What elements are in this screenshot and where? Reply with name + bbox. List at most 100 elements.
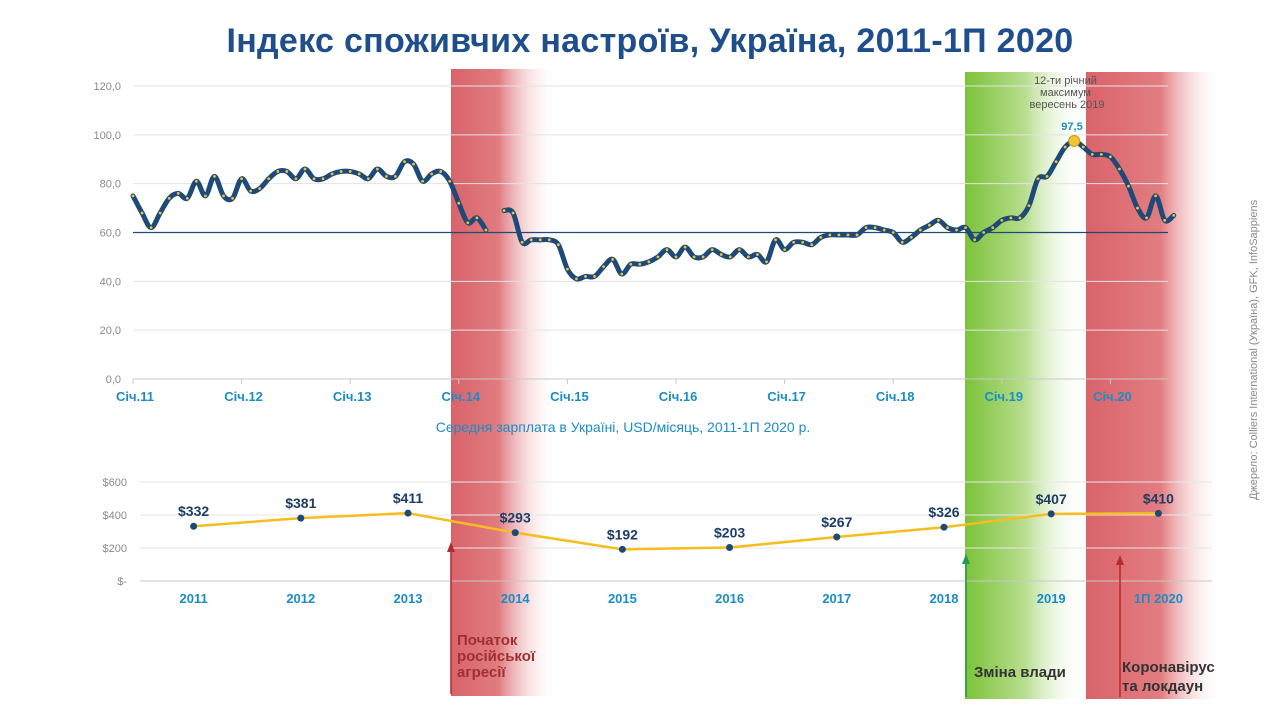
- salary-point: [511, 529, 519, 537]
- salary-point: [833, 533, 841, 541]
- salary-x-tick-label: 2015: [608, 591, 637, 606]
- index-point: [955, 228, 958, 232]
- index-point: [1063, 145, 1067, 149]
- index-point: [1118, 167, 1121, 171]
- index-point: [683, 245, 687, 249]
- aggression-band: [451, 69, 557, 696]
- covid-band: [1086, 72, 1222, 699]
- index-point: [321, 177, 325, 181]
- index-point: [294, 177, 298, 181]
- index-point: [276, 170, 280, 173]
- index-point: [946, 226, 949, 230]
- index-x-tick-label: Січ.20: [1093, 389, 1132, 404]
- index-point: [1045, 174, 1049, 178]
- index-x-tick-label: Січ.14: [441, 389, 480, 404]
- index-point: [185, 196, 189, 200]
- index-point: [231, 196, 234, 200]
- salary-data-label: $410: [1143, 490, 1174, 506]
- index-point: [158, 211, 162, 215]
- index-x-tick-label: Січ.13: [333, 389, 372, 404]
- index-point: [747, 255, 750, 259]
- salary-point: [297, 514, 305, 522]
- salary-points: [190, 509, 1162, 553]
- index-point: [674, 255, 678, 259]
- power-change-band: [965, 72, 1085, 699]
- salary-point: [940, 523, 948, 531]
- index-point: [783, 248, 786, 251]
- index-point: [194, 179, 198, 183]
- index-point: [665, 248, 669, 251]
- salary-data-label: $192: [607, 526, 638, 542]
- index-point: [303, 167, 307, 171]
- index-point: [891, 231, 895, 234]
- index-point: [385, 174, 388, 178]
- salary-chart-title: Середня зарплата в Україні, USD/місяць, …: [436, 419, 811, 435]
- index-point: [403, 160, 406, 164]
- index-point: [520, 240, 524, 244]
- salary-data-label: $407: [1036, 491, 1067, 507]
- index-point: [439, 170, 443, 173]
- peak-note: 12-ти річний максимум вересень 2019: [1029, 75, 1104, 111]
- aggression-arrow: [447, 542, 455, 694]
- index-point: [819, 235, 823, 239]
- salary-point: [618, 545, 626, 553]
- index-point: [629, 262, 633, 266]
- index-point: [774, 238, 777, 242]
- index-point: [1154, 194, 1158, 198]
- index-point: [430, 172, 434, 176]
- salary-x-tick-label: 2019: [1037, 591, 1066, 606]
- index-point: [1090, 152, 1094, 156]
- peak-marker: [1068, 134, 1081, 147]
- salary-line: [193, 511, 1159, 551]
- peak-value-label: 97,5: [1061, 121, 1082, 133]
- index-point: [339, 170, 343, 173]
- index-y-tick-label: 40,0: [100, 276, 121, 288]
- index-y-tick-label: 120,0: [93, 81, 121, 93]
- covid-label: Коронавірус та локдаун: [1122, 659, 1219, 695]
- index-point: [1027, 204, 1031, 208]
- salary-y-tick-label: $-: [117, 576, 127, 588]
- index-point: [837, 233, 841, 237]
- index-point: [258, 187, 262, 190]
- power-change-label: Зміна влади: [974, 664, 1066, 681]
- index-point: [1009, 216, 1013, 220]
- index-point: [1109, 155, 1112, 159]
- index-point: [737, 248, 741, 251]
- salary-data-label: $326: [928, 504, 959, 520]
- salary-data-label: $332: [178, 503, 209, 519]
- index-x-tick-label: Січ.11: [116, 389, 154, 404]
- index-point: [131, 194, 135, 198]
- index-point: [566, 267, 569, 271]
- index-point: [1099, 152, 1103, 156]
- index-x-axis: Січ.11 Січ.12 Січ.13 Січ.14 Січ.15 Січ.16 Січ.…: [116, 379, 1132, 404]
- index-point: [864, 226, 868, 230]
- index-point: [213, 174, 216, 178]
- index-point: [710, 248, 714, 251]
- index-point: [222, 194, 225, 198]
- index-point: [656, 255, 660, 259]
- index-point: [502, 209, 506, 212]
- index-point: [348, 170, 352, 173]
- index-point: [701, 255, 705, 259]
- source-note: Джерело: Colliers International (Україна…: [1248, 199, 1260, 500]
- index-point: [484, 228, 488, 232]
- salary-point: [1154, 509, 1162, 517]
- salary-data-labels: $332 $381 $411 $293 $192 $203 $267 $326 $407 $410: [178, 490, 1174, 542]
- index-point: [167, 196, 171, 200]
- salary-x-tick-label: 2017: [822, 591, 851, 606]
- salary-data-label: $293: [500, 510, 531, 526]
- index-point: [556, 243, 560, 247]
- index-y-tick-label: 0,0: [106, 374, 121, 386]
- index-point: [176, 192, 180, 195]
- power-change-arrow: [962, 554, 970, 697]
- salary-point: [404, 509, 412, 517]
- index-point: [855, 233, 859, 237]
- index-point: [909, 235, 913, 239]
- index-point: [457, 201, 461, 205]
- index-point: [204, 194, 207, 198]
- index-point: [593, 275, 596, 278]
- index-point: [647, 260, 651, 264]
- index-point: [575, 277, 578, 281]
- index-y-tick-label: 60,0: [100, 228, 121, 240]
- covid-arrow: [1116, 555, 1124, 697]
